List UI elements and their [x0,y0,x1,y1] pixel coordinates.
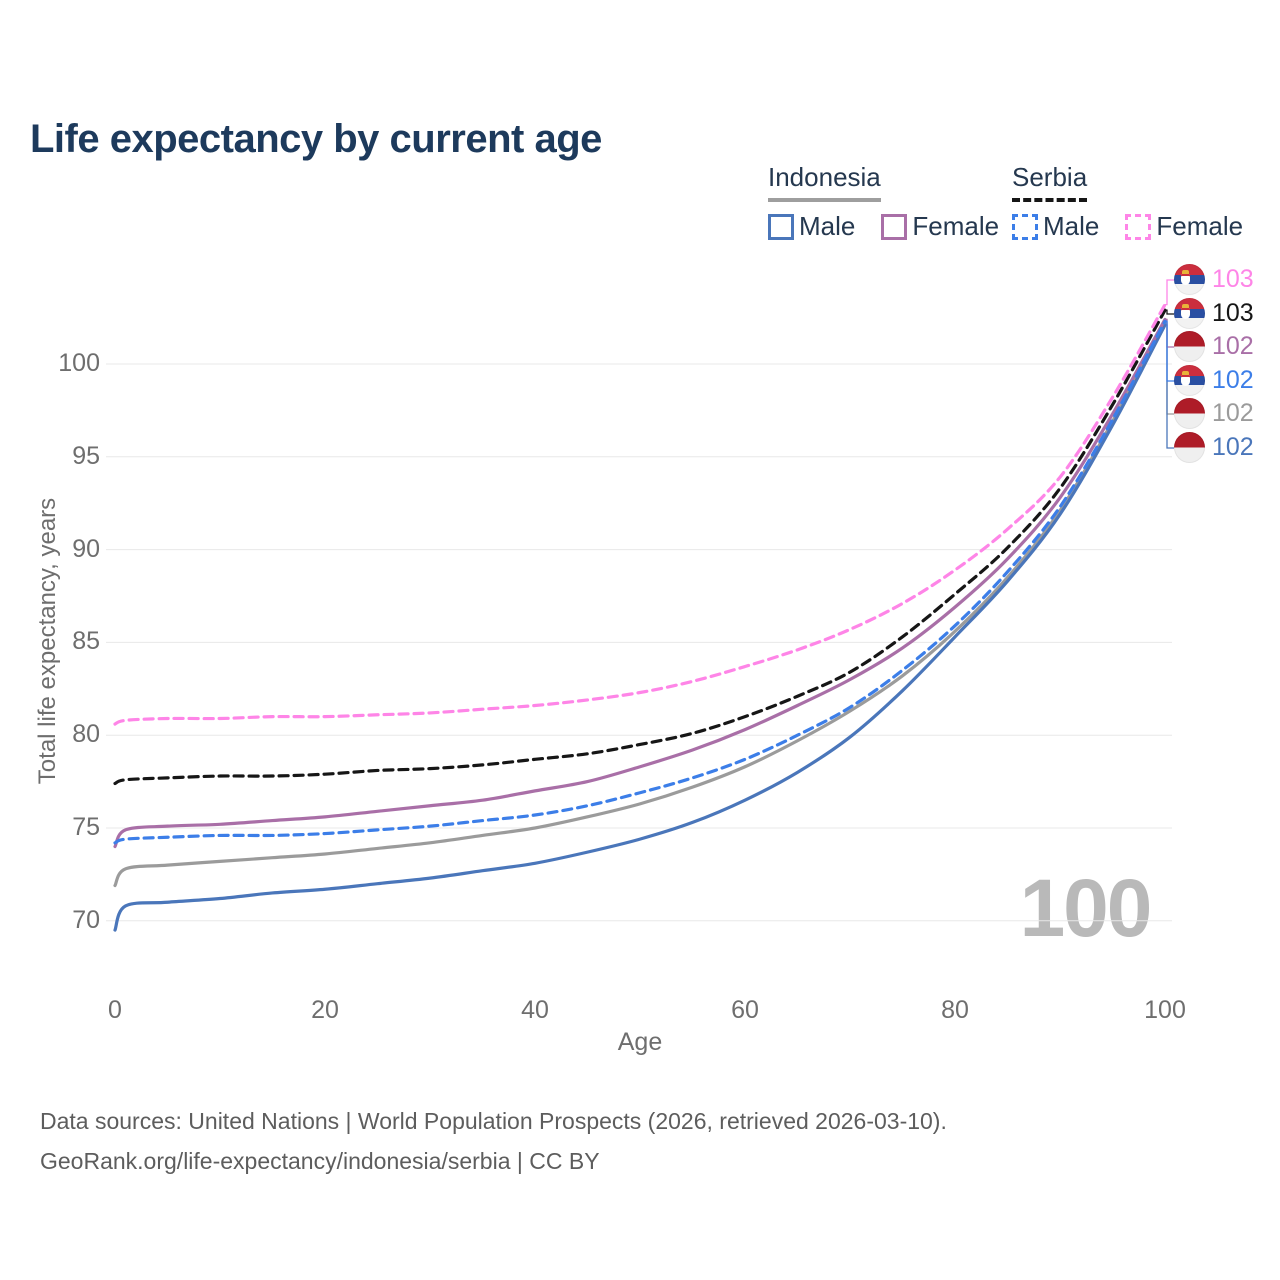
legend-item-label: Female [912,211,1000,241]
series-line-indonesia-all[interactable] [113,321,1167,888]
x-tick-label: 80 [941,996,969,1024]
legend-group-serbia: Serbia Male Female [1012,162,1243,242]
page-title: Life expectancy by current age [30,116,602,161]
end-label-indonesia-all[interactable]: 102 [1174,398,1254,429]
x-tick-label: 0 [108,996,122,1024]
indonesia-flag-icon [1174,331,1205,362]
series-line-serbia-female[interactable] [113,303,1167,726]
legend-item-label: Female [1156,211,1244,241]
legend-group-indonesia: Indonesia Male Female [768,162,1025,242]
legend-country-serbia[interactable]: Serbia [1012,162,1088,202]
leader-line-serbia-male [1165,320,1174,382]
indonesia-male-swatch-icon [768,213,794,240]
x-axis-title: Age [617,1028,663,1056]
serbia-flag-icon [1174,298,1205,329]
end-label-value: 102 [1212,332,1254,360]
end-label-serbia-all[interactable]: 103 [1174,298,1254,329]
leader-line-serbia-all [1165,309,1174,315]
footer-sources: Data sources: United Nations | World Pop… [40,1108,947,1134]
y-tick-label: 85 [72,627,100,656]
end-label-serbia-female[interactable]: 103 [1174,264,1254,295]
indonesia-flag-icon [1174,432,1205,463]
end-label-value: 103 [1212,265,1254,293]
y-tick-label: 70 [72,905,100,934]
serbia-flag-icon [1174,264,1205,295]
series-line-serbia-male[interactable] [113,319,1167,845]
serbia-male-swatch-icon [1012,213,1038,240]
legend-item-serbia-male[interactable]: Male [1012,211,1099,242]
end-label-value: 102 [1212,366,1254,394]
x-tick-label: 60 [731,996,759,1024]
series-line-serbia-all[interactable] [113,308,1167,786]
x-tick-label: 20 [311,996,339,1024]
end-label-value: 103 [1212,299,1254,327]
leader-line-serbia-female [1165,279,1174,306]
series-line-indonesia-female[interactable] [113,317,1167,849]
end-label-indonesia-male[interactable]: 102 [1174,432,1254,463]
end-label-value: 102 [1212,399,1254,427]
leader-line-indonesia-male [1165,324,1174,449]
end-label-value: 102 [1212,433,1254,461]
legend-item-serbia-female[interactable]: Female [1125,211,1243,242]
y-tick-label: 100 [58,349,100,377]
indonesia-female-swatch-icon [881,213,908,240]
legend-item-indonesia-female[interactable]: Female [881,211,999,242]
indonesia-flag-icon [1174,398,1205,429]
y-tick-label: 75 [72,813,100,841]
legend-item-label: Male [1043,211,1100,241]
legend-item-label: Male [799,211,856,241]
end-label-indonesia-female[interactable]: 102 [1174,331,1254,362]
end-label-serbia-male[interactable]: 102 [1174,365,1254,396]
y-tick-label: 80 [72,720,100,749]
x-tick-label: 100 [1144,996,1186,1024]
legend-country-indonesia[interactable]: Indonesia [768,162,881,202]
serbia-flag-icon [1174,365,1205,396]
y-tick-label: 95 [72,441,100,470]
legend-item-indonesia-male[interactable]: Male [768,211,855,242]
hover-age-watermark: 100 [1019,863,1153,954]
series-line-indonesia-male[interactable] [113,323,1167,932]
y-tick-label: 90 [72,534,100,563]
footer-attribution: GeoRank.org/life-expectancy/indonesia/se… [40,1148,600,1174]
x-tick-label: 40 [521,996,549,1024]
serbia-female-swatch-icon [1125,213,1152,240]
